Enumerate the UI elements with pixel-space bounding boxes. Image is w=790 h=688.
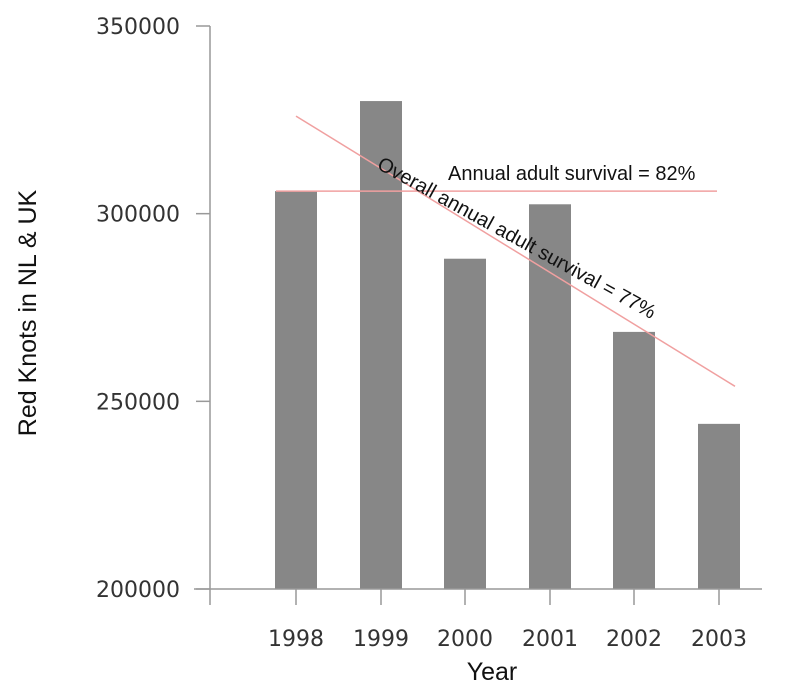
survival-77-line xyxy=(295,115,736,387)
y-axis-title: Red Knots in NL & UK xyxy=(14,189,42,436)
bar-2001 xyxy=(529,204,571,590)
x-tick-label: 2003 xyxy=(691,627,747,652)
x-tick-label: 2000 xyxy=(437,627,493,652)
trend-lines-group xyxy=(276,115,736,387)
axes-group xyxy=(194,26,762,605)
y-tick-label: 250000 xyxy=(96,390,180,415)
y-ticks-group: 200000 250000 300000 350000 xyxy=(96,15,210,603)
bar-2000 xyxy=(444,258,486,589)
bar-1999 xyxy=(360,101,402,590)
survival-82-label: Annual adult survival = 82% xyxy=(448,163,696,185)
x-tick-label: 2001 xyxy=(522,627,578,652)
bars-group xyxy=(275,101,740,590)
bar-1998 xyxy=(275,191,317,589)
y-tick-label: 300000 xyxy=(96,203,180,228)
x-ticks-group: 1998 1999 2000 2001 2002 2003 xyxy=(268,589,747,652)
bar-2002 xyxy=(613,331,655,589)
bar-2003 xyxy=(698,423,740,589)
y-tick-label: 200000 xyxy=(96,578,180,603)
x-axis-title: Year xyxy=(467,658,518,686)
x-tick-label: 1999 xyxy=(353,627,409,652)
x-tick-label: 2002 xyxy=(606,627,662,652)
y-tick-label: 350000 xyxy=(96,15,180,40)
x-tick-label: 1998 xyxy=(268,627,324,652)
